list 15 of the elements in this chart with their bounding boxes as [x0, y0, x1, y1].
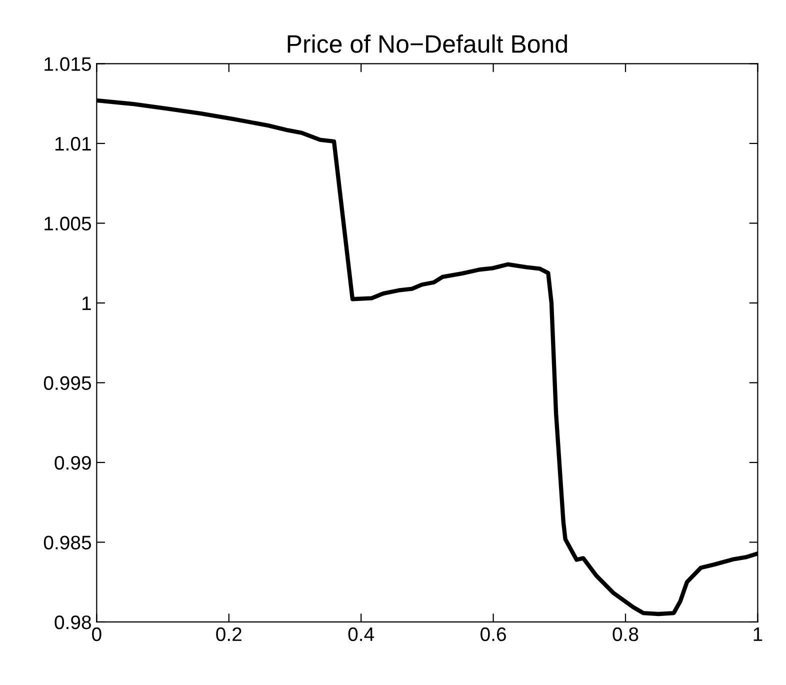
x-tick-label: 0.6	[480, 627, 506, 642]
y-tick-label: 1.005	[44, 216, 92, 230]
y-tick-label: 0.985	[44, 536, 92, 550]
y-tick-label: 0.98	[54, 615, 91, 630]
chart-title: Price of No−Default Bond	[288, 34, 567, 53]
y-tick-label: 1.015	[44, 57, 92, 71]
x-tick-label: 0.4	[348, 627, 374, 642]
y-tick-label: 1	[82, 296, 91, 310]
y-tick-label: 1.01	[55, 136, 91, 151]
x-tick-label: 0.8	[612, 627, 638, 642]
y-tick-label: 0.995	[44, 376, 92, 390]
x-tick-label: 1	[754, 628, 762, 641]
x-tick-label: 0.2	[216, 627, 242, 642]
x-tick-label: 0	[92, 627, 102, 642]
y-tick-label: 0.99	[54, 456, 91, 470]
